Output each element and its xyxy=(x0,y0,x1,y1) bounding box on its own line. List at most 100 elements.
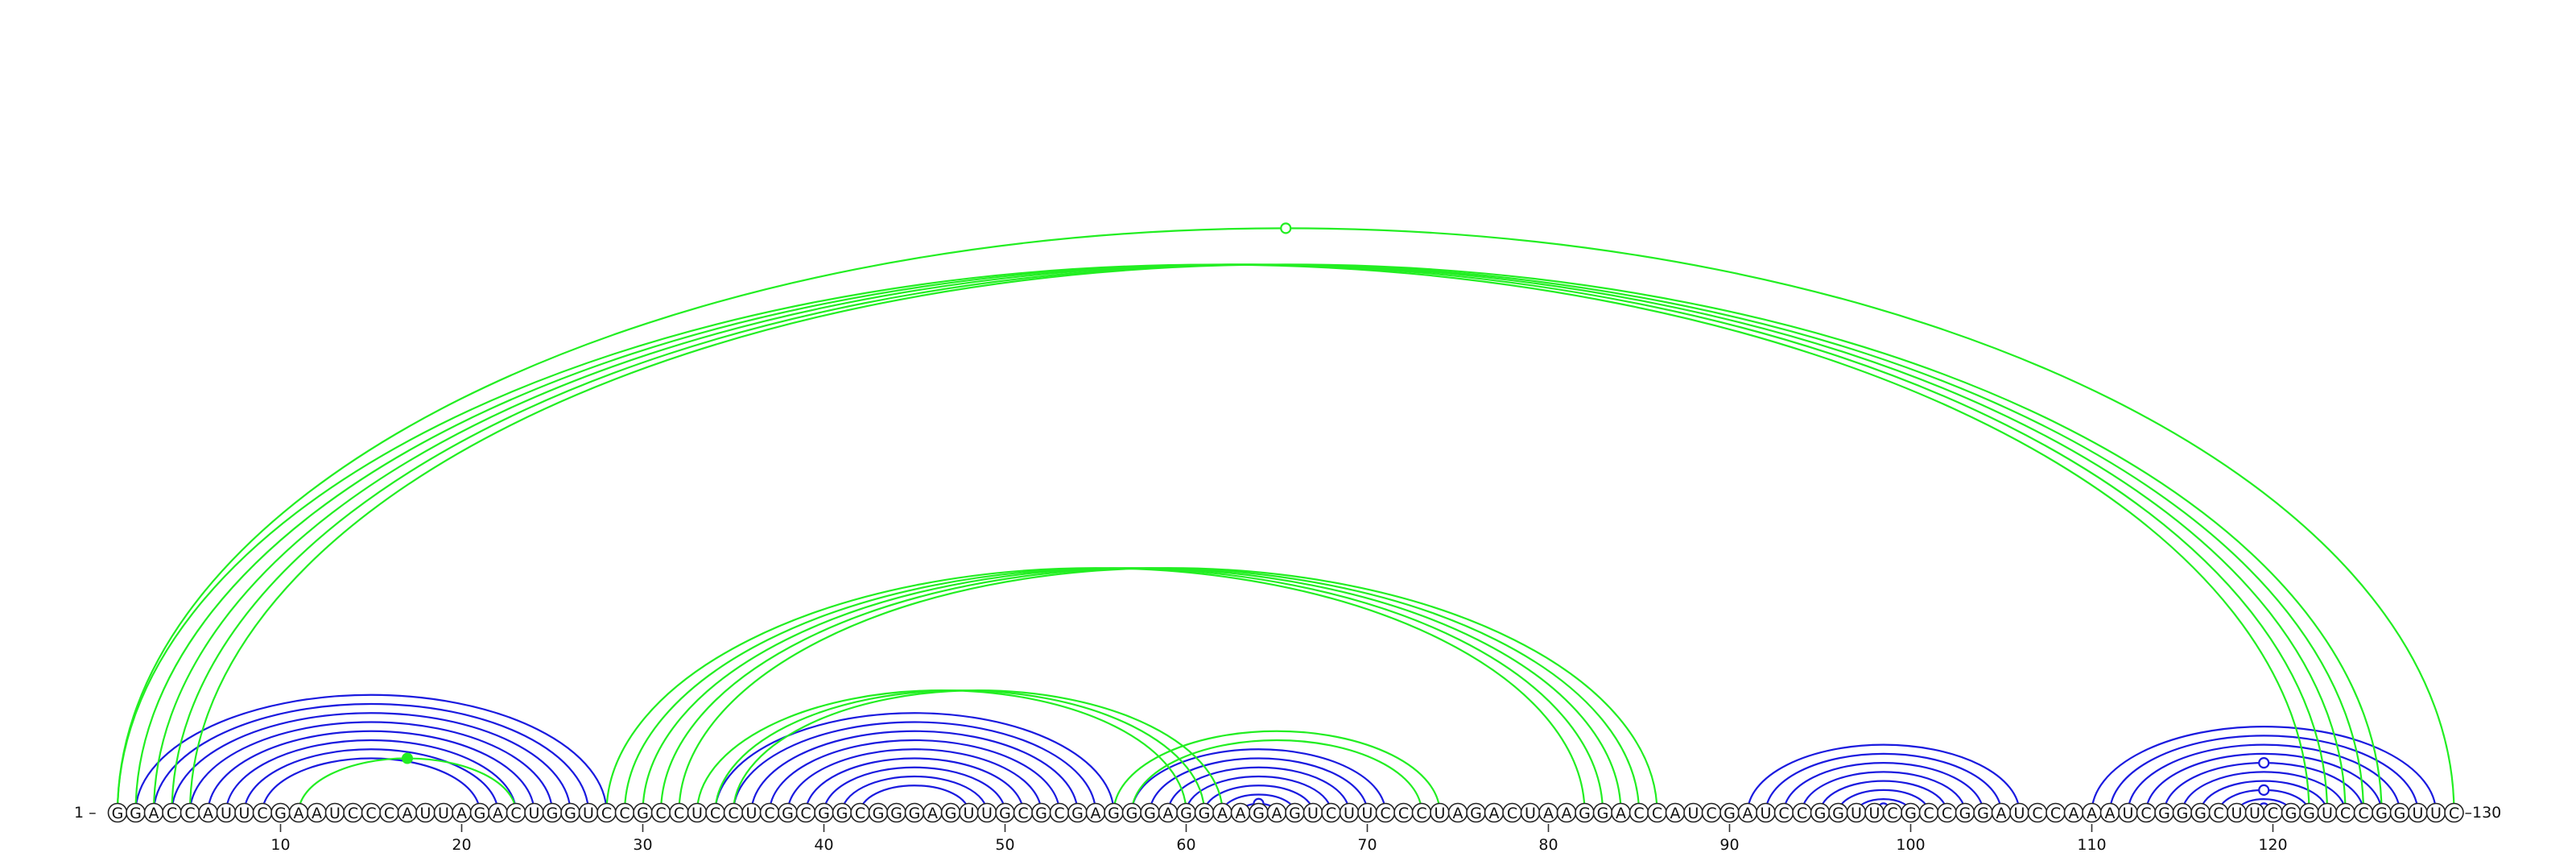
nucleotide-letter: G xyxy=(275,805,287,822)
pseudoknot-arc xyxy=(732,689,1224,814)
filled-marker xyxy=(402,752,413,764)
tick-label: 40 xyxy=(814,836,833,854)
nucleotide-letter: U xyxy=(529,805,540,822)
nucleotide-letter: C xyxy=(710,805,720,822)
nucleotide-letter: A xyxy=(402,805,413,822)
nucleotide-letter: U xyxy=(1362,805,1373,822)
nucleotide-letter: C xyxy=(1652,805,1662,822)
nucleotide-letter: A xyxy=(2069,805,2079,822)
nucleotide-letter: G xyxy=(564,805,576,822)
nucleotide-letter: U xyxy=(2123,805,2134,822)
nucleotide-letter: C xyxy=(1942,805,1952,822)
nucleotide-letter: A xyxy=(2087,805,2097,822)
base-pair-arc xyxy=(2199,780,2329,814)
base-pair-arc xyxy=(786,748,1042,814)
nucleotide-letter: A xyxy=(1562,805,1572,822)
nucleotide-letter: A xyxy=(149,805,159,822)
nucleotide-letter: G xyxy=(1071,805,1084,822)
nucleotide-letter: G xyxy=(1470,805,1482,822)
tick-label: 20 xyxy=(452,836,471,854)
nucleotide-letter: U xyxy=(964,805,975,822)
nucleotide-letter: A xyxy=(1543,805,1554,822)
nucleotide-letter: U xyxy=(1307,805,1319,822)
base-pair-arc xyxy=(1166,766,1351,814)
nucleotide-letter: G xyxy=(2376,805,2388,822)
nucleotide-letter: G xyxy=(474,805,486,822)
nucleotide-letter: G xyxy=(1977,805,1989,822)
nucleotide-letter: C xyxy=(1706,805,1716,822)
nucleotide-letter: G xyxy=(1724,805,1736,822)
base-pair-arc xyxy=(225,739,518,814)
nucleotide-letter: U xyxy=(981,805,993,822)
nucleotide-letter: C xyxy=(384,805,394,822)
nucleotide-letter: C xyxy=(674,805,684,822)
nucleotide-letter: G xyxy=(1253,805,1265,822)
nucleotide-letter: G xyxy=(547,805,559,822)
nucleotide-letter: A xyxy=(294,805,304,822)
nucleotide-letter: U xyxy=(583,805,594,822)
pseudoknot-arc xyxy=(188,263,2383,814)
base-pair-arc xyxy=(1837,789,1930,814)
base-pair-arc xyxy=(750,730,1079,814)
nucleotide-letter: G xyxy=(1814,805,1827,822)
nucleotide-letter: G xyxy=(1832,805,1844,822)
nucleotide-letter: G xyxy=(1579,805,1591,822)
nucleotide-letter: G xyxy=(1108,805,1120,822)
nucleotide-letter: C xyxy=(728,805,738,822)
tick-label: 50 xyxy=(995,836,1014,854)
nucleotide-letter: G xyxy=(1959,805,1971,822)
tick-label: 120 xyxy=(2258,836,2287,854)
nucleotide-letter: U xyxy=(1761,805,1772,822)
base-pair-arc xyxy=(1746,743,2021,814)
nucleotide-letter: G xyxy=(818,805,830,822)
base-pair-arc xyxy=(188,721,554,814)
nucleotide-letter: C xyxy=(365,805,376,822)
nucleotide-letter: G xyxy=(1905,805,1917,822)
nucleotide-letter: C xyxy=(601,805,612,822)
nucleotide-letter: C xyxy=(1054,805,1064,822)
nucleotide-letter: G xyxy=(945,805,957,822)
nucleotide-letter: C xyxy=(1380,805,1390,822)
nucleotide-letter: U xyxy=(2430,805,2442,822)
nucleotide-letter: G xyxy=(1289,805,1301,822)
nucleotide-letter: C xyxy=(348,805,358,822)
nucleotide-letter: A xyxy=(1217,805,1228,822)
nucleotide-letter: A xyxy=(1616,805,1626,822)
nucleotide-letter: C xyxy=(1416,805,1426,822)
base-pair-arc xyxy=(171,712,572,814)
nucleotide-letter: C xyxy=(2358,805,2368,822)
base-pair-arc xyxy=(732,721,1097,814)
base-pair-arc xyxy=(2091,726,2438,814)
nucleotide-letter: G xyxy=(873,805,885,822)
base-pair-arc xyxy=(1130,748,1387,814)
nucleotide-letter: G xyxy=(637,805,649,822)
nucleotide-letter: A xyxy=(1489,805,1500,822)
nucleotide-letter: C xyxy=(1778,805,1789,822)
nucleotide-letter: C xyxy=(184,805,195,822)
nucleotide-letter: U xyxy=(221,805,232,822)
nucleotide-letter: U xyxy=(438,805,449,822)
nucleotide-letter: C xyxy=(655,805,666,822)
nucleotide-letter: U xyxy=(420,805,431,822)
nucleotide-letter: A xyxy=(493,805,503,822)
base-pair-arc xyxy=(1149,757,1368,814)
pseudoknot-arc xyxy=(134,263,2329,814)
nucleotide-letter: A xyxy=(1091,805,1101,822)
base-pair-arc xyxy=(2108,735,2419,814)
nucleotide-letter: C xyxy=(2050,805,2061,822)
tick-label: 90 xyxy=(1719,836,1739,854)
tick-label: 100 xyxy=(1896,836,1925,854)
base-pair-arc xyxy=(823,766,1006,814)
nucleotide-letter: U xyxy=(1525,805,1536,822)
pseudoknot-arc xyxy=(1113,730,1441,814)
nucleotide-letter: U xyxy=(239,805,250,822)
nucleotide-letter: G xyxy=(890,805,902,822)
nucleotide-letter: A xyxy=(456,805,467,822)
open-marker xyxy=(1280,222,1292,234)
nucleotide-letter: U xyxy=(1869,805,1880,822)
tick-label: 110 xyxy=(2077,836,2106,854)
nucleotide-letter: U xyxy=(2231,805,2243,822)
nucleotide-letter: G xyxy=(130,805,142,822)
nucleotide-letter: U xyxy=(2014,805,2025,822)
base-pair-arc xyxy=(1203,785,1315,814)
